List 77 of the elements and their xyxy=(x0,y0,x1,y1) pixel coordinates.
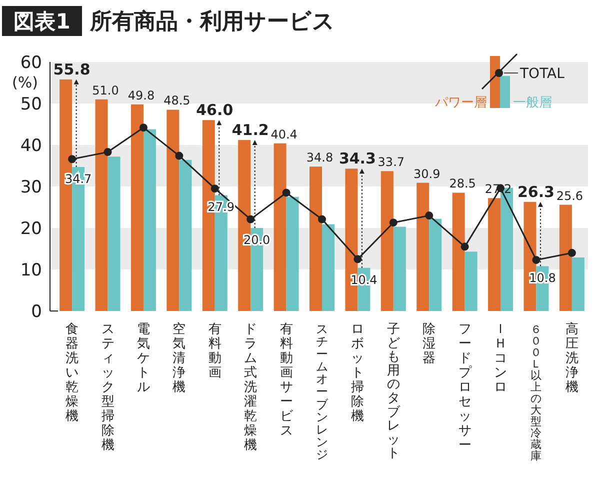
y-axis-title: (%) xyxy=(12,73,38,92)
data-label: 48.5 xyxy=(164,94,190,108)
data-label: 46.0 xyxy=(196,101,234,120)
point xyxy=(318,215,326,224)
point xyxy=(210,184,219,193)
point xyxy=(354,255,362,264)
bar xyxy=(179,160,192,311)
point xyxy=(532,256,540,264)
bar xyxy=(274,143,286,311)
point xyxy=(104,148,112,156)
bar xyxy=(286,196,299,311)
bar xyxy=(488,198,501,311)
point xyxy=(460,242,469,251)
data-label: 28.5 xyxy=(449,176,476,191)
data-label: 34.8 xyxy=(306,150,334,165)
bar xyxy=(464,252,478,311)
text: 一般層 xyxy=(513,96,552,111)
point xyxy=(389,218,398,227)
data-label: 41.2 xyxy=(232,121,269,140)
point xyxy=(282,188,290,197)
data-label: 49.8 xyxy=(128,88,155,102)
bar xyxy=(452,192,465,311)
y-tick-label: 20 xyxy=(20,218,42,239)
bar xyxy=(143,129,156,311)
y-tick-label: 30 xyxy=(20,177,42,198)
bar xyxy=(310,166,322,311)
category-label: ドラム式洗濯乾燥機 xyxy=(244,322,258,453)
bar xyxy=(166,110,180,311)
y-tick-label: 50 xyxy=(20,94,42,114)
category-label: ６００Ｌ以上の大型冷蔵庫 xyxy=(530,323,542,462)
category-label: 子ども用のタブレット xyxy=(386,322,400,462)
point xyxy=(425,212,434,220)
bar xyxy=(416,182,430,311)
bar xyxy=(572,257,584,311)
data-label: 26.3 xyxy=(517,182,554,201)
bar xyxy=(95,99,108,311)
data-label: 30.9 xyxy=(414,166,440,181)
data-label: 25.6 xyxy=(556,188,584,203)
category-label: スティック型掃除機 xyxy=(101,322,114,453)
bar xyxy=(322,224,334,311)
x-tick-label: 有料動画 xyxy=(208,322,222,380)
data-label: 33.7 xyxy=(378,155,405,170)
y-tick-label: 10 xyxy=(20,260,42,280)
data-label: 20.0 xyxy=(243,233,270,247)
x-tick-label: 除湿器 xyxy=(422,322,436,366)
bar xyxy=(108,156,120,311)
text: 図表1 xyxy=(14,9,70,34)
point xyxy=(175,152,184,160)
y-tick-label: 40 xyxy=(20,136,42,156)
point xyxy=(568,248,576,257)
point xyxy=(246,215,255,224)
text: パワー層 xyxy=(434,96,487,111)
chart-title: 所有商品・利用サービス xyxy=(89,8,335,35)
x-tick-label: 有料動画サービス xyxy=(280,322,294,438)
point xyxy=(139,124,148,132)
point xyxy=(68,155,76,164)
bar xyxy=(559,204,572,311)
legend-label: TOTAL xyxy=(519,66,565,82)
bar xyxy=(393,226,406,311)
y-tick-label: 60 xyxy=(20,52,42,73)
category-label: スチームオーブンレンジ xyxy=(316,322,328,462)
category-label: フードプロセッサー xyxy=(458,322,472,453)
data-label: 40.4 xyxy=(270,127,298,142)
x-tick-label: ＩＨコンロ xyxy=(494,322,508,395)
data-label: 34.3 xyxy=(338,150,376,168)
x-tick-label: ロボット掃除機 xyxy=(351,322,364,424)
x-tick-label: 高圧洗浄機 xyxy=(565,321,578,395)
data-label: 34.7 xyxy=(64,172,92,186)
bar xyxy=(429,218,442,311)
data-label: 51.0 xyxy=(92,83,119,98)
x-tick-label: 空気清浄機 xyxy=(172,322,186,395)
x-tick-label: 食器洗い乾燥機 xyxy=(66,322,79,424)
bar xyxy=(380,171,394,311)
bar xyxy=(130,104,144,311)
y-tick-label: 0 xyxy=(31,302,42,322)
x-tick-label: 電気ケトル xyxy=(136,322,150,395)
data-label: 55.8 xyxy=(53,60,90,78)
